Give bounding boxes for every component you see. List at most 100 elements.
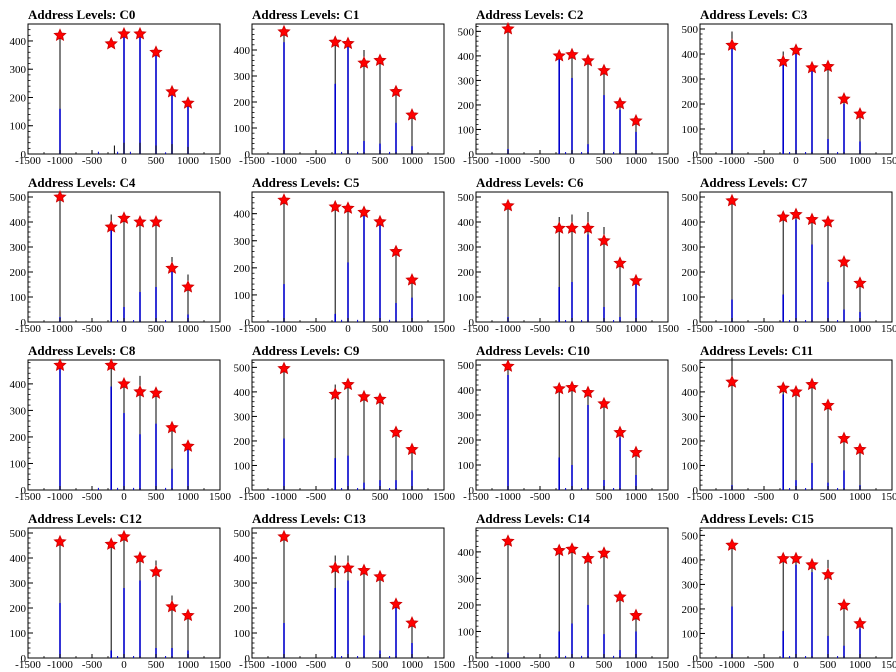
x-tick-label: 1000 [401, 155, 424, 167]
peak-star-marker [149, 386, 163, 399]
y-tick-label: 400 [682, 217, 699, 229]
peak-star-marker [581, 221, 595, 234]
peak-star-marker [133, 551, 147, 564]
x-tick-label: 0 [345, 155, 351, 167]
x-tick-label: -1000 [47, 491, 73, 503]
peak-star-marker [552, 543, 566, 557]
peak-star-marker [373, 569, 387, 583]
x-tick-label: 1500 [209, 155, 232, 167]
peak-star-marker [165, 420, 179, 434]
x-tick-label: -1500 [687, 323, 713, 335]
x-tick-label: 1500 [881, 323, 896, 335]
x-tick-label: 500 [148, 491, 165, 503]
peak-star-marker [837, 598, 851, 611]
x-tick-label: 1500 [433, 155, 456, 167]
x-tick-label: 0 [793, 155, 799, 167]
peak-star-marker [405, 442, 419, 456]
peak-star-marker [581, 385, 595, 399]
y-tick-label: 400 [458, 217, 475, 229]
x-tick-label: -1500 [463, 659, 489, 671]
x-tick-label: -1500 [239, 659, 265, 671]
x-tick-label: -500 [530, 323, 551, 335]
y-tick-label: 300 [234, 411, 251, 423]
x-tick-label: -500 [754, 155, 775, 167]
x-tick-label: 1000 [625, 491, 648, 503]
peak-star-marker [389, 425, 403, 439]
y-tick-label: 0 [21, 317, 27, 329]
x-tick-label: -1000 [271, 323, 297, 335]
y-tick-label: 100 [234, 460, 251, 472]
y-tick-label: 100 [234, 123, 251, 135]
x-tick-label: -500 [306, 659, 327, 671]
x-tick-label: -1000 [495, 155, 521, 167]
chart-title: Address Levels: C3 [700, 7, 808, 22]
peak-star-marker [341, 201, 355, 214]
x-tick-label: -1000 [495, 323, 521, 335]
x-tick-label: 1000 [401, 659, 424, 671]
x-tick-label: -1000 [47, 155, 73, 167]
peak-star-marker [117, 211, 131, 224]
x-tick-label: 500 [148, 659, 165, 671]
peak-star-marker [181, 280, 195, 293]
chart-panel-3: Address Levels: C3-1500 -1000 -500 0 500 1000… [682, 7, 896, 167]
y-tick-label: 300 [234, 71, 251, 83]
x-tick-label: 1500 [657, 155, 680, 167]
x-tick-label: 0 [121, 323, 127, 335]
x-tick-label: -500 [306, 155, 327, 167]
x-tick-label: -1500 [687, 491, 713, 503]
x-tick-label: -500 [82, 323, 103, 335]
x-tick-label: 0 [569, 323, 575, 335]
y-tick-label: 500 [682, 362, 699, 374]
peak-star-marker [853, 107, 867, 120]
chart-panel-12: Address Levels: C12 -1500 -1000 -500 0 500 100… [10, 511, 232, 671]
chart-panel-4: Address Levels: C4-1500 -1000 -500 0 500 1000… [10, 175, 232, 335]
y-tick-label: 400 [10, 379, 27, 391]
y-tick-label: 0 [693, 485, 699, 497]
y-tick-label: 400 [234, 209, 251, 221]
x-tick-label: 1500 [209, 659, 232, 671]
peak-star-marker [613, 589, 627, 603]
peak-star-marker [181, 439, 195, 452]
y-tick-label: 400 [234, 553, 251, 565]
peak-star-marker [133, 215, 147, 228]
peak-star-marker [853, 276, 867, 289]
peak-star-marker [165, 84, 179, 98]
y-tick-label: 500 [10, 192, 27, 204]
y-tick-label: 200 [682, 436, 699, 448]
peak-star-marker [789, 551, 803, 565]
x-tick-label: 1000 [849, 491, 872, 503]
chart-title: Address Levels: C7 [700, 175, 808, 190]
y-tick-label: 300 [682, 242, 699, 254]
peak-star-marker [405, 273, 419, 286]
x-tick-label: 1500 [657, 491, 680, 503]
y-tick-label: 300 [234, 578, 251, 590]
x-tick-label: 1500 [433, 491, 456, 503]
x-tick-label: 0 [569, 491, 575, 503]
peak-star-marker [149, 564, 163, 578]
y-tick-label: 100 [10, 628, 27, 640]
peak-star-marker [629, 273, 643, 287]
x-tick-label: 500 [820, 323, 837, 335]
y-tick-label: 100 [10, 121, 27, 133]
peak-star-marker [117, 376, 131, 390]
x-tick-label: 0 [793, 323, 799, 335]
x-tick-label: 1500 [881, 491, 896, 503]
x-tick-label: 500 [820, 659, 837, 671]
y-tick-label: 200 [682, 267, 699, 279]
y-tick-label: 400 [10, 553, 27, 565]
x-tick-label: 0 [569, 659, 575, 671]
y-tick-label: 100 [682, 460, 699, 472]
chart-title: Address Levels: C12 [28, 511, 142, 526]
y-tick-label: 100 [458, 292, 475, 304]
x-tick-label: -1000 [47, 323, 73, 335]
y-tick-label: 100 [234, 290, 251, 302]
peak-star-marker [581, 551, 595, 565]
chart-title: Address Levels: C11 [700, 343, 813, 358]
peak-star-marker [181, 96, 195, 109]
x-tick-label: -500 [82, 491, 103, 503]
chart-title: Address Levels: C5 [252, 175, 360, 190]
x-tick-label: -1500 [463, 155, 489, 167]
x-tick-label: -1000 [271, 491, 297, 503]
peak-star-marker [613, 96, 627, 110]
x-tick-label: 1000 [849, 659, 872, 671]
